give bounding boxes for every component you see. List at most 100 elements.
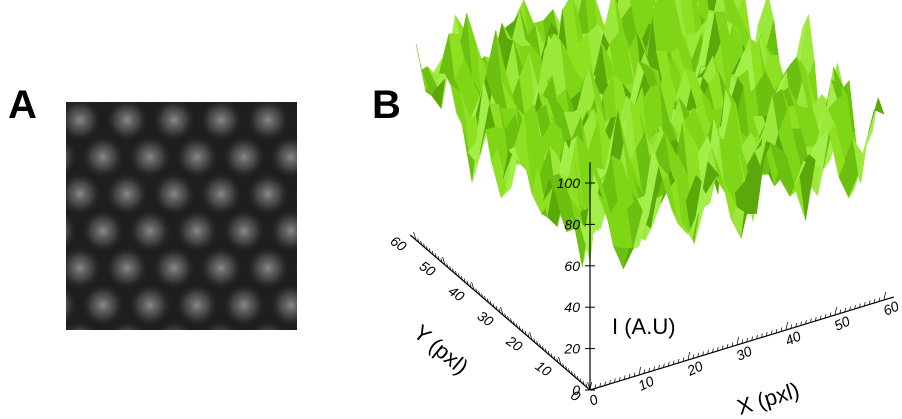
y-minor-tick <box>582 380 585 386</box>
surface-facet <box>868 96 885 134</box>
spot <box>293 181 297 207</box>
y-minor-tick <box>475 288 478 293</box>
spot <box>296 329 297 330</box>
spot <box>340 246 384 290</box>
z-axis-label: I (A.U) <box>612 314 676 339</box>
y-minor-tick <box>455 270 457 276</box>
spot <box>105 102 149 142</box>
y-minor-tick <box>460 275 463 281</box>
y-minor-tick <box>515 323 518 328</box>
x-minor-tick <box>805 319 807 325</box>
y-minor-tick <box>449 265 452 271</box>
x-minor-tick <box>653 366 655 371</box>
x-minor-tick <box>800 321 802 326</box>
surface-plot <box>415 0 885 270</box>
x-tick-label: 20 <box>684 358 706 380</box>
x-minor-tick <box>839 309 842 314</box>
x-minor-tick <box>609 379 611 385</box>
x-minor-tick <box>702 351 704 356</box>
y-minor-tick <box>576 375 579 381</box>
spot <box>108 320 146 330</box>
spot <box>316 283 360 327</box>
x-minor-tick <box>819 315 822 320</box>
spot <box>316 61 360 105</box>
y-minor-tick <box>489 300 492 306</box>
x-minor-tick <box>815 316 817 322</box>
x-minor-tick <box>707 349 709 355</box>
spot <box>316 135 360 179</box>
x-minor-tick <box>849 306 851 311</box>
y-minor-tick <box>423 243 426 248</box>
x-minor-tick <box>844 307 846 313</box>
x-tick-label: 60 <box>881 298 902 319</box>
x-tick-label: 50 <box>832 313 853 334</box>
y-minor-tick <box>420 240 423 246</box>
spot <box>232 102 256 105</box>
spot <box>279 102 297 105</box>
x-minor-tick <box>873 298 876 304</box>
spot <box>363 135 407 179</box>
x-minor-tick <box>614 378 616 383</box>
x-minor-tick <box>731 342 734 347</box>
spot <box>249 320 287 330</box>
spot <box>246 102 290 142</box>
z-tick-label: 80 <box>564 216 580 232</box>
spot <box>66 172 102 216</box>
spot <box>81 283 125 327</box>
spot <box>202 320 240 330</box>
y-minor-tick <box>585 383 588 388</box>
z-tick-label: 100 <box>557 175 581 191</box>
spot <box>269 209 297 253</box>
x-minor-tick <box>766 331 768 337</box>
x-minor-tick <box>883 291 886 301</box>
x-minor-tick <box>795 322 797 328</box>
x-minor-tick <box>864 301 866 307</box>
y-minor-tick <box>533 338 536 343</box>
y-minor-tick <box>481 293 484 298</box>
z-tick-label: 0 <box>572 382 580 398</box>
lattice-spots <box>11 61 407 401</box>
y-tick-label: 50 <box>417 257 439 279</box>
y-minor-tick <box>495 305 498 311</box>
x-minor-tick <box>697 352 699 358</box>
x-minor-tick <box>594 384 597 389</box>
spot <box>293 255 297 281</box>
spot <box>269 283 297 327</box>
y-minor-tick <box>536 340 539 346</box>
y-minor-tick <box>431 250 434 256</box>
x-minor-tick <box>756 334 758 340</box>
spot <box>152 246 196 290</box>
spot <box>363 357 407 401</box>
spot <box>81 209 125 253</box>
y-minor-tick <box>513 320 515 326</box>
spot <box>152 172 196 216</box>
x-minor-tick <box>859 303 861 308</box>
x-minor-tick <box>721 345 724 350</box>
x-minor-tick <box>775 328 778 334</box>
z-tick-label: 60 <box>564 258 580 274</box>
spot <box>81 135 125 179</box>
x-minor-tick <box>726 343 729 349</box>
x-minor-tick <box>633 372 636 377</box>
x-minor-tick <box>663 363 665 368</box>
x-minor-tick <box>717 346 719 352</box>
spot <box>11 246 55 290</box>
y-minor-tick <box>529 331 533 341</box>
spot <box>128 209 172 253</box>
y-minor-tick <box>510 318 513 323</box>
spot <box>199 172 243 216</box>
x-tick-label: 30 <box>734 343 755 364</box>
x-minor-tick <box>785 321 788 331</box>
spot <box>340 172 384 216</box>
x-minor-tick <box>746 337 748 343</box>
y-tick-label: 30 <box>475 307 497 329</box>
x-minor-tick <box>589 381 592 391</box>
y-minor-tick <box>469 283 472 288</box>
spot <box>155 320 193 330</box>
y-tick-label: 60 <box>388 232 410 254</box>
y-minor-tick <box>542 345 544 351</box>
y-minor-tick <box>587 381 591 391</box>
x-minor-tick <box>761 333 763 338</box>
x-minor-tick <box>751 336 753 341</box>
